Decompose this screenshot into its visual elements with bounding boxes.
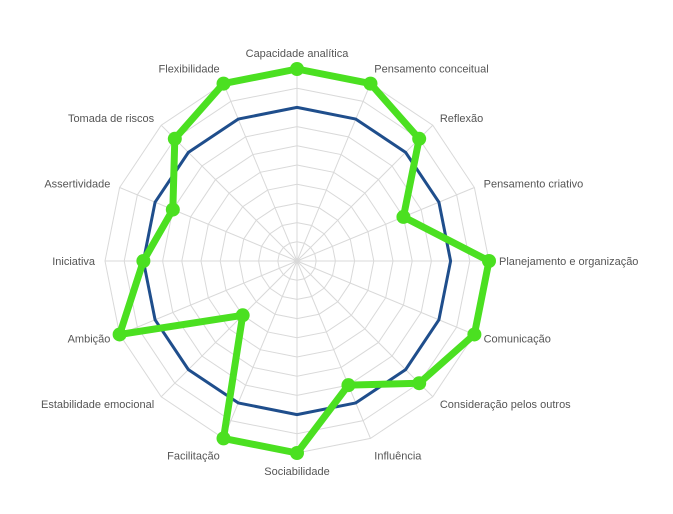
radar-series	[112, 62, 496, 460]
grid-spoke	[296, 260, 475, 335]
axis-label: Iniciativa	[52, 256, 96, 268]
grid-spoke	[296, 83, 371, 262]
grid-spoke	[296, 260, 434, 398]
axis-label: Pensamento criativo	[484, 179, 584, 191]
axis-label: Comunicação	[484, 333, 551, 345]
axis-label: Capacidade analítica	[246, 48, 350, 60]
data-point[interactable]	[112, 327, 127, 342]
grid-spoke	[160, 260, 298, 398]
axis-label: Pensamento conceitual	[374, 63, 488, 75]
data-point[interactable]	[216, 76, 231, 91]
axis-label: Estabilidade emocional	[41, 399, 154, 411]
axis-label: Reflexão	[440, 113, 483, 125]
axis-label: Consideração pelos outros	[440, 399, 571, 411]
data-point[interactable]	[290, 62, 304, 76]
data-point[interactable]	[341, 378, 356, 393]
grid-spoke	[223, 83, 298, 262]
grid-spoke	[119, 260, 298, 335]
axis-label: Flexibilidade	[159, 63, 220, 75]
data-point[interactable]	[482, 254, 496, 268]
axis-label: Ambição	[68, 333, 111, 345]
radar-grid	[104, 68, 490, 454]
data-point[interactable]	[136, 254, 151, 268]
series-2	[112, 62, 496, 460]
axis-label: Planejamento e organização	[499, 256, 638, 268]
grid-spoke	[223, 260, 298, 439]
grid-spoke	[296, 260, 371, 439]
grid-spoke	[119, 187, 298, 262]
data-point[interactable]	[467, 327, 482, 342]
grid-spoke	[296, 124, 434, 262]
axis-label: Influência	[374, 451, 422, 463]
data-point[interactable]	[363, 76, 378, 91]
data-point[interactable]	[167, 131, 182, 146]
series-line	[141, 105, 453, 417]
data-point[interactable]	[290, 446, 304, 460]
data-point[interactable]	[396, 209, 411, 224]
data-point[interactable]	[235, 308, 250, 323]
axis-label: Tomada de riscos	[68, 113, 155, 125]
series-1	[141, 105, 453, 417]
grid-spoke	[160, 124, 298, 262]
axis-label: Sociabilidade	[264, 466, 329, 478]
axis-label: Facilitação	[167, 451, 220, 463]
data-point[interactable]	[216, 431, 231, 446]
grid-spoke	[296, 187, 475, 262]
axis-label: Assertividade	[44, 179, 110, 191]
data-point[interactable]	[412, 376, 427, 391]
radar-axis-labels: Capacidade analítica Pensamento conceitua…	[41, 48, 638, 478]
data-point[interactable]	[165, 202, 180, 217]
data-point[interactable]	[412, 131, 427, 146]
